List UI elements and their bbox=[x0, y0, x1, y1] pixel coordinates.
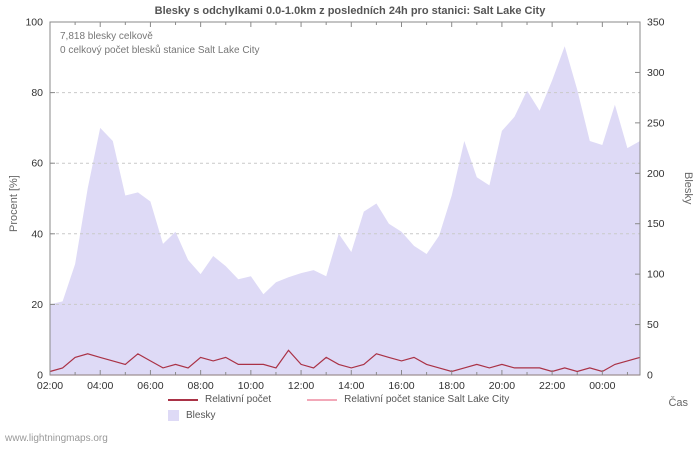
legend-row-area: Blesky bbox=[168, 410, 539, 421]
svg-text:18:00: 18:00 bbox=[439, 380, 465, 392]
svg-text:16:00: 16:00 bbox=[388, 380, 414, 392]
svg-text:50: 50 bbox=[647, 319, 659, 331]
svg-text:10:00: 10:00 bbox=[238, 380, 264, 392]
svg-text:350: 350 bbox=[647, 17, 665, 29]
lightning-area-swatch bbox=[168, 410, 179, 421]
chart-legend: Relativní počet Relativní počet stanice … bbox=[168, 394, 539, 421]
station-lightning-annotation: 0 celkový počet blesků stanice Salt Lake… bbox=[60, 45, 260, 56]
legend-item-station-relative-count: Relativní počet stanice Salt Lake City bbox=[307, 394, 509, 405]
legend-label-lightning: Blesky bbox=[186, 410, 216, 421]
y-axis-right-label: Blesky bbox=[682, 172, 694, 205]
svg-text:0: 0 bbox=[37, 370, 43, 382]
x-axis-label: Čas bbox=[668, 397, 688, 409]
svg-text:20: 20 bbox=[31, 299, 43, 311]
svg-text:20:00: 20:00 bbox=[489, 380, 515, 392]
svg-text:100: 100 bbox=[25, 17, 43, 29]
svg-text:200: 200 bbox=[647, 168, 665, 180]
station-relative-count-line-swatch bbox=[307, 398, 338, 401]
y-axis-left-label: Procent [%] bbox=[8, 175, 20, 232]
svg-text:100: 100 bbox=[647, 269, 665, 281]
svg-text:60: 60 bbox=[31, 158, 43, 170]
chart-title: Blesky s odchylkami 0.0-1.0km z poslední… bbox=[154, 5, 546, 17]
svg-text:04:00: 04:00 bbox=[87, 380, 113, 392]
svg-text:00:00: 00:00 bbox=[589, 380, 615, 392]
legend-row-lines: Relativní počet Relativní počet stanice … bbox=[168, 394, 539, 405]
total-lightning-annotation: 7,818 blesky celkově bbox=[60, 31, 153, 42]
legend-label-relative-count: Relativní počet bbox=[205, 394, 272, 405]
svg-text:12:00: 12:00 bbox=[288, 380, 314, 392]
svg-text:08:00: 08:00 bbox=[187, 380, 213, 392]
svg-text:250: 250 bbox=[647, 117, 665, 129]
svg-text:14:00: 14:00 bbox=[338, 380, 364, 392]
legend-item-lightning: Blesky bbox=[168, 410, 215, 421]
legend-label-station-relative-count: Relativní počet stanice Salt Lake City bbox=[344, 394, 510, 405]
legend-item-relative-count: Relativní počet bbox=[168, 394, 271, 405]
relative-count-line-swatch bbox=[168, 398, 198, 401]
svg-text:300: 300 bbox=[647, 67, 665, 79]
svg-text:40: 40 bbox=[31, 228, 43, 240]
svg-text:80: 80 bbox=[31, 87, 43, 99]
svg-text:150: 150 bbox=[647, 218, 665, 230]
svg-text:22:00: 22:00 bbox=[539, 380, 565, 392]
svg-text:06:00: 06:00 bbox=[137, 380, 163, 392]
svg-text:02:00: 02:00 bbox=[37, 380, 63, 392]
svg-text:0: 0 bbox=[647, 370, 653, 382]
watermark-url: www.lightningmaps.org bbox=[5, 433, 108, 444]
